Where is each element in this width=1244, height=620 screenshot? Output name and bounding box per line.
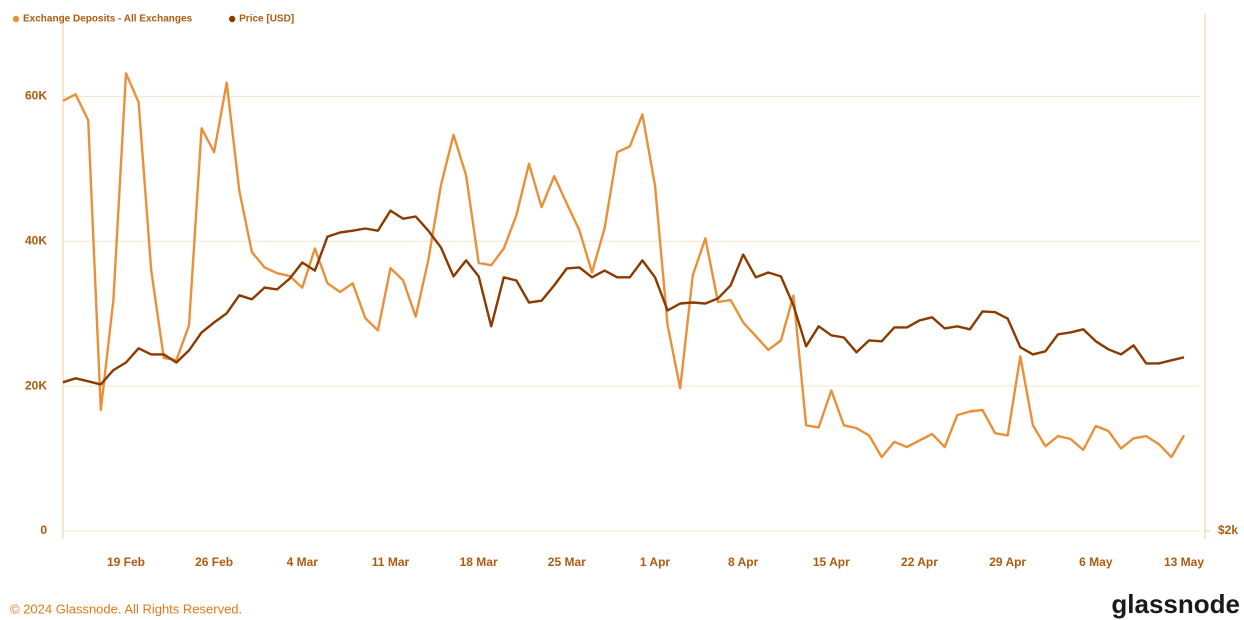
legend-swatch	[228, 15, 236, 23]
x-tick-label: 8 Apr	[728, 555, 759, 569]
legend-label: Price [USD]	[239, 14, 294, 25]
x-tick-label: 29 Apr	[989, 555, 1026, 569]
x-tick-label: 26 Feb	[195, 555, 233, 569]
series-line	[62, 209, 1185, 386]
legend-swatch	[12, 15, 20, 23]
x-tick-label: 19 Feb	[107, 555, 145, 569]
x-tick-label: 25 Mar	[548, 555, 586, 569]
brand-logo: glassnode	[1111, 589, 1240, 619]
x-tick-label: 1 Apr	[640, 555, 671, 569]
y-tick-label: 0	[40, 523, 47, 537]
x-tick-label: 4 Mar	[287, 555, 319, 569]
x-tick-label: 18 Mar	[460, 555, 498, 569]
x-tick-label: 22 Apr	[901, 555, 938, 569]
x-tick-label: 13 May	[1164, 555, 1204, 569]
series-line	[62, 72, 1186, 459]
legend-label: Exchange Deposits - All Exchanges	[23, 14, 193, 25]
y-tick-label: 40K	[25, 233, 47, 247]
y2-tick-label: $2k	[1218, 523, 1238, 537]
copyright: © 2024 Glassnode. All Rights Reserved.	[10, 601, 242, 616]
x-tick-label: 6 May	[1079, 555, 1113, 569]
y-tick-label: 20K	[25, 378, 47, 392]
x-tick-label: 15 Apr	[813, 555, 850, 569]
y-tick-label: 60K	[25, 89, 47, 103]
x-tick-label: 11 Mar	[372, 555, 410, 569]
